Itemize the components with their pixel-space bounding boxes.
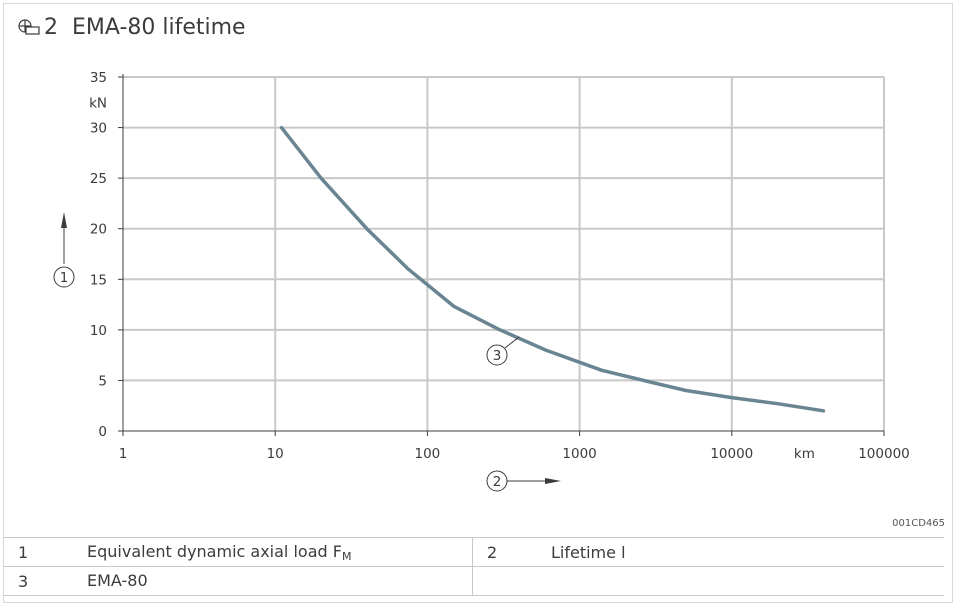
y-tick-label: 5 — [98, 373, 107, 389]
x-tick-label: 100000 — [858, 446, 910, 462]
legend-table: 1 Equivalent dynamic axial load FM 2 Lif… — [4, 537, 944, 596]
legend-text: EMA-80 — [73, 566, 473, 596]
figure-icon — [18, 19, 40, 35]
legend-number: 1 — [4, 537, 73, 567]
legend-subscript: M — [341, 549, 352, 563]
y-marker-circle — [53, 266, 75, 288]
legend-number — [472, 566, 537, 596]
legend-number: 2 — [472, 537, 537, 567]
legend-text: Lifetime l — [537, 537, 944, 567]
series-callout-label: 3 — [493, 348, 502, 364]
series-callout-circle — [486, 344, 508, 366]
x-tick-label: 10 — [267, 446, 284, 462]
y-tick-label: 15 — [90, 272, 107, 288]
legend-text — [537, 566, 944, 596]
chart: 0 5 10 15 20 25 30 35 kN 1 10 100 1000 10000 100000 km 1… — [53, 70, 910, 492]
x-tick-label: 1000 — [562, 446, 596, 462]
legend-row: 3 EMA-80 — [4, 566, 944, 596]
y-tick-label: 10 — [90, 323, 107, 339]
legend-label: EMA-80 — [87, 570, 148, 590]
y-tick-label: 20 — [90, 222, 107, 238]
figure-code: 001CD465 — [892, 518, 945, 529]
figure-frame — [3, 3, 953, 603]
x-unit-label: km — [794, 446, 815, 462]
figure-title: EMA-80 lifetime — [72, 14, 246, 40]
legend-text: Equivalent dynamic axial load FM — [73, 537, 473, 567]
y-tick-label: 0 — [98, 424, 107, 440]
figure-header: 2 EMA-80 lifetime — [18, 12, 246, 42]
x-tick-label: 1 — [119, 446, 128, 462]
figure-number: 2 — [44, 14, 58, 40]
legend-number: 3 — [4, 566, 73, 596]
x-arrow-head — [545, 478, 561, 484]
y-arrow-head — [61, 212, 67, 228]
y-tick-label: 30 — [90, 121, 107, 137]
y-tick-label: 25 — [90, 171, 107, 187]
y-tick-label: 35 — [90, 70, 107, 86]
series-callout-line — [504, 336, 520, 349]
y-marker-label: 1 — [60, 270, 69, 286]
x-tick-label: 100 — [415, 446, 441, 462]
x-marker-label: 2 — [493, 474, 502, 490]
x-tick-label: 10000 — [710, 446, 753, 462]
legend-row: 1 Equivalent dynamic axial load FM 2 Lif… — [4, 537, 944, 567]
legend-label: Equivalent dynamic axial load F — [87, 541, 342, 561]
y-unit-label: kN — [89, 95, 107, 111]
series-line-ema-80 — [279, 125, 826, 413]
